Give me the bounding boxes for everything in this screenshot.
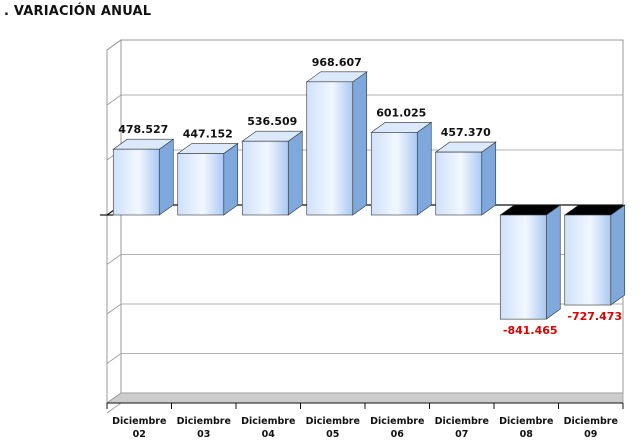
bar-front [241,140,289,216]
data-label: -727.473 [567,310,622,323]
data-labels: 478.527 447.152 536.509 968.607 601.025 457.3… [118,56,622,337]
bar-front [306,81,354,216]
bar-front [435,151,483,216]
category-label: Diciembre 05 [306,416,360,440]
data-label: 536.509 [247,115,297,128]
bar [241,130,304,216]
data-label: 601.025 [376,106,426,119]
gridline [106,94,623,106]
gridline [106,353,623,364]
category-label: Diciembre 07 [435,416,489,440]
bar [434,141,497,216]
bar-front [177,153,225,216]
bar-front [564,214,612,306]
data-label: 478.527 [118,123,168,136]
bar [112,138,175,216]
bars [112,71,626,320]
left-wall [106,39,122,404]
bar-side [481,141,497,216]
category-label: Diciembre 03 [177,416,231,440]
data-label: 447.152 [183,128,233,141]
gridline [106,254,623,265]
bar-front [370,132,418,216]
bar [370,121,433,216]
bar-side [287,130,303,216]
category-label: Diciembre 06 [370,416,424,440]
bar-side [610,204,626,306]
gridline [106,303,623,315]
data-label: -841.465 [503,324,558,337]
floor [105,392,624,404]
data-label: 968.607 [312,56,362,69]
bar-side [545,204,561,320]
bar-front [112,148,160,216]
bar [305,71,368,216]
bar-side [352,71,368,216]
bar-front [499,214,547,320]
gridline [106,39,623,51]
bar-side [416,121,432,216]
category-label: Diciembre 09 [564,416,618,440]
chart-title: . VARIACIÓN ANUAL [4,4,152,19]
bar [499,204,562,320]
bar [176,142,239,216]
bar [563,204,626,306]
category-label: Diciembre 08 [499,416,553,440]
data-label: 457.370 [441,126,491,139]
bar-side [223,142,239,216]
bar-side [158,138,174,216]
category-label: Diciembre 04 [241,416,295,440]
category-label: Diciembre 02 [112,416,166,440]
category-labels: Diciembre 02 Diciembre 03 Diciembre 04 Diciemb… [106,403,624,440]
